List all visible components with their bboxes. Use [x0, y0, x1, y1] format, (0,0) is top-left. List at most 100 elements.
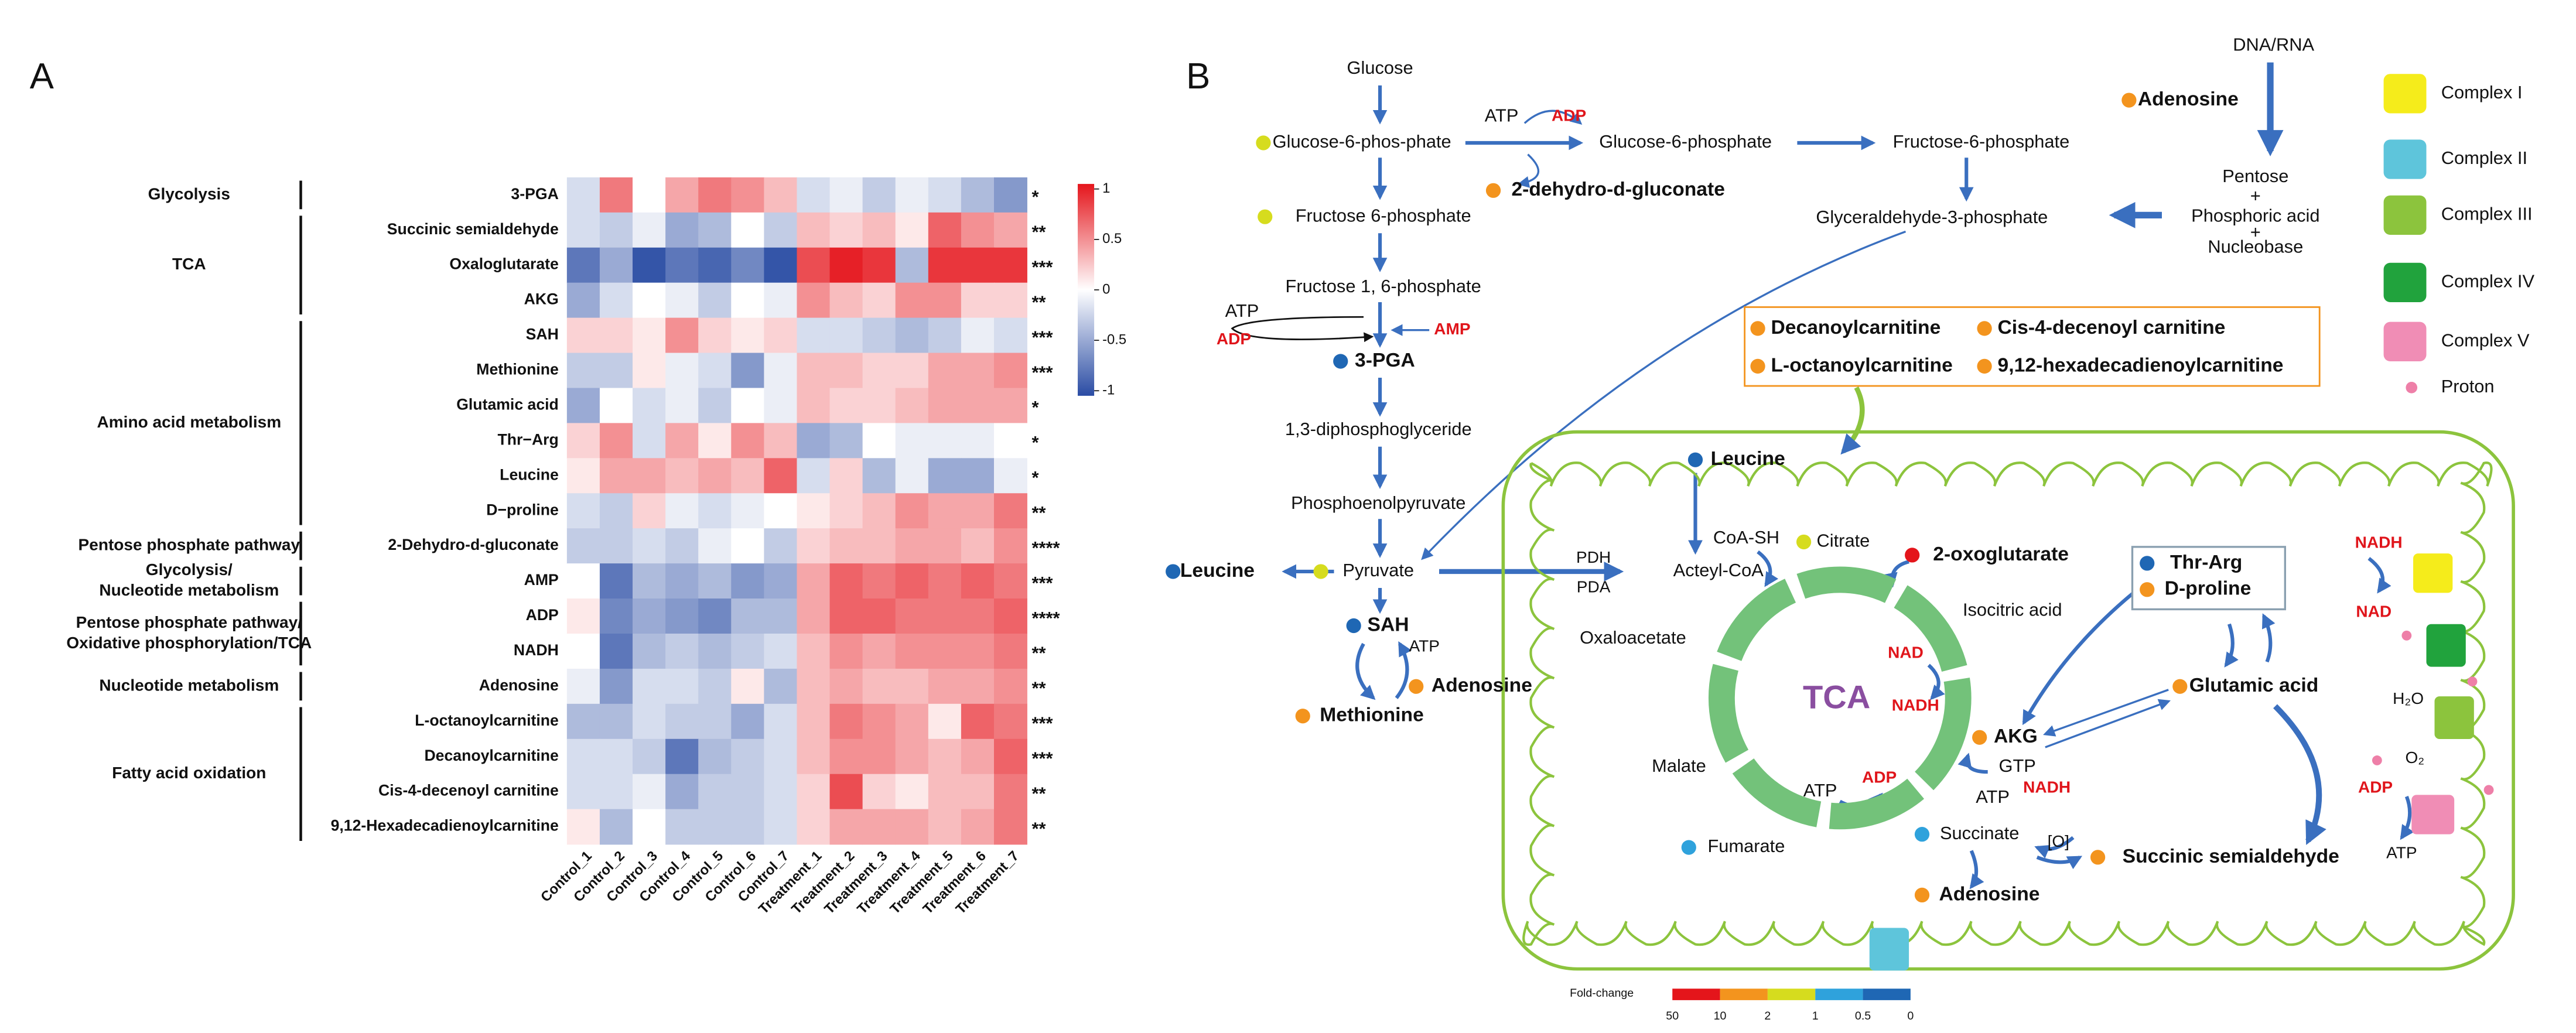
node-label: GTP: [1998, 755, 2035, 776]
node-label: NAD: [2356, 602, 2391, 620]
heat-cell: [665, 247, 699, 283]
heat-cell: [566, 738, 600, 775]
heat-cell: [599, 212, 633, 248]
heat-cell: [862, 598, 896, 634]
row-label: AKG: [524, 290, 559, 308]
heat-cell: [994, 493, 1027, 529]
heat-cell: [731, 353, 765, 389]
heat-cell: [633, 668, 666, 704]
row-label: Oxaloglutarate: [449, 255, 558, 273]
heat-cell: [698, 212, 732, 248]
heat-cell: [566, 317, 600, 354]
heat-cell: [731, 388, 765, 424]
legend-label: Complex IV: [2441, 271, 2535, 292]
heat-cell: [829, 668, 863, 704]
heat-cell: [797, 633, 831, 669]
heat-cell: [764, 668, 798, 704]
row-label: AMP: [524, 571, 559, 589]
heat-cell: [731, 528, 765, 564]
heat-cell: [928, 668, 962, 704]
heat-cell: [764, 633, 798, 669]
carnitine-label: Cis-4-decenoyl carnitine: [1998, 317, 2226, 338]
heat-cell: [797, 703, 831, 740]
heat-cell: [928, 598, 962, 634]
heat-cell: [862, 809, 896, 845]
legend-label: Complex III: [2441, 204, 2533, 224]
heat-cell: [633, 282, 666, 319]
colorbar-tick-label: 0.5: [1102, 231, 1122, 247]
heat-cell: [895, 563, 929, 599]
fold-change-segment: [1815, 988, 1863, 1000]
heat-cell: [895, 212, 929, 248]
colorbar-tick-label: -1: [1102, 382, 1115, 398]
heat-cell: [994, 282, 1027, 319]
heat-cell: [862, 738, 896, 775]
fold-change-tick: 0.5: [1855, 1010, 1871, 1022]
heat-cell: [895, 353, 929, 389]
heat-cell: [665, 668, 699, 704]
heat-cell: [928, 703, 962, 740]
node-label: ATP: [1803, 780, 1837, 801]
heat-cell: [895, 633, 929, 669]
heat-cell: [599, 423, 633, 459]
significance: *: [1032, 187, 1039, 207]
heat-cell: [961, 353, 995, 389]
heat-cell: [961, 317, 995, 354]
node-label: NAD: [1888, 644, 1924, 662]
heat-cell: [599, 598, 633, 634]
significance: **: [1032, 292, 1046, 312]
heat-cell: [764, 282, 798, 319]
heat-cell: [665, 493, 699, 529]
heat-cell: [829, 774, 863, 810]
heat-cell: [797, 458, 831, 494]
heat-cell: [862, 423, 896, 459]
node-label: Succinic semialdehyde: [2123, 846, 2339, 867]
heat-cell: [994, 212, 1027, 248]
legend-swatch: [2383, 139, 2427, 179]
heat-cell: [633, 458, 666, 494]
heat-cell: [895, 423, 929, 459]
row-label: Succinic semialdehyde: [387, 220, 559, 238]
panel-label: A: [30, 56, 54, 97]
node-label: Glutamic acid: [2189, 675, 2319, 696]
node-label: Fructose 6-phosphate: [1296, 205, 1471, 225]
heat-cell: [961, 212, 995, 248]
heat-cell: [665, 563, 699, 599]
heat-cell: [599, 317, 633, 354]
fold-change-tick: 1: [1812, 1010, 1819, 1022]
colorbar-tick-label: 0: [1102, 281, 1110, 297]
heat-cell: [928, 212, 962, 248]
heat-cell: [566, 809, 600, 845]
heat-cell: [599, 703, 633, 740]
heat-cell: [862, 458, 896, 494]
heat-cell: [961, 528, 995, 564]
heat-cell: [731, 317, 765, 354]
fold-dot: [2172, 679, 2188, 694]
node-label: Leucine: [1711, 448, 1785, 470]
fold-dot: [1914, 887, 1930, 903]
heat-cell: [698, 774, 732, 810]
heat-cell: [731, 247, 765, 283]
heat-cell: [764, 317, 798, 354]
node-label: PDH: [1576, 548, 1611, 566]
heat-cell: [829, 423, 863, 459]
significance: ****: [1032, 608, 1060, 628]
fold-dot: [2140, 556, 2155, 571]
heat-cell: [797, 668, 831, 704]
heat-cell: [895, 493, 929, 529]
heat-cell: [633, 738, 666, 775]
heat-cell: [797, 774, 831, 810]
heat-cell: [764, 423, 798, 459]
heat-cell: [599, 282, 633, 319]
legend-swatch: [2383, 74, 2427, 114]
row-label: Decanoylcarnitine: [424, 747, 558, 764]
heat-cell: [994, 703, 1027, 740]
node-label: Fumarate: [1707, 836, 1785, 856]
heat-cell: [862, 353, 896, 389]
heat-cell: [665, 458, 699, 494]
heat-cell: [994, 668, 1027, 704]
node-label: Pyruvate: [1342, 560, 1414, 580]
heat-cell: [862, 282, 896, 319]
heat-cell: [633, 809, 666, 845]
